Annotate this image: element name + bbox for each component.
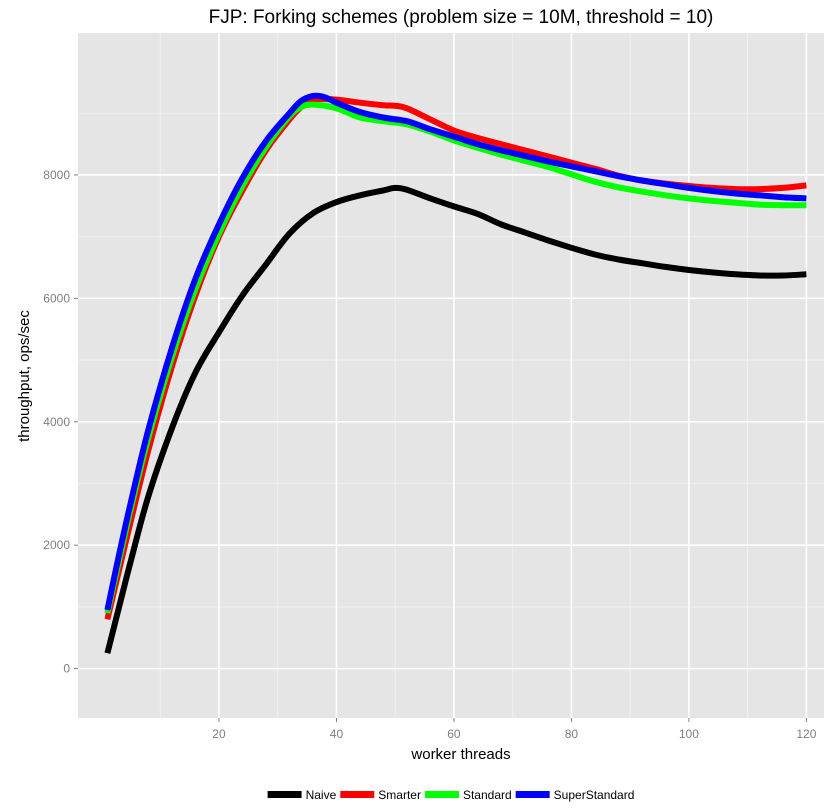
y-tick-label: 0 xyxy=(63,662,70,676)
y-tick-label: 8000 xyxy=(43,168,70,182)
x-tick-label: 40 xyxy=(330,727,344,741)
legend-swatch-standard xyxy=(424,791,459,798)
x-tick-label: 80 xyxy=(565,727,579,741)
x-axis-title: worker threads xyxy=(410,746,510,763)
legend-label-standard: Standard xyxy=(463,788,512,802)
y-axis-title: throughput, ops/sec xyxy=(16,310,33,442)
series-line-superstandard xyxy=(104,92,807,611)
legend-label-smarter: Smarter xyxy=(378,788,421,802)
series-layer xyxy=(104,92,807,654)
x-tick-label: 60 xyxy=(447,727,461,741)
legend-swatch-naive xyxy=(267,791,302,798)
y-tick-label: 4000 xyxy=(43,415,70,429)
y-tick-label: 6000 xyxy=(43,291,70,305)
legend-swatch-superstandard xyxy=(515,791,550,798)
plot-panel xyxy=(78,33,824,718)
y-tick-label: 2000 xyxy=(43,538,70,552)
legend-label-superstandard: SuperStandard xyxy=(554,788,635,802)
x-tick-label: 120 xyxy=(796,727,816,741)
x-tick-label: 20 xyxy=(212,727,226,741)
legend-label-naive: Naive xyxy=(306,788,337,802)
series-line-naive xyxy=(104,184,807,654)
axes-layer: 20 40 60 80 100 120 0 2000 4000 6000 8000 xyxy=(43,168,816,741)
legend: Naive Smarter Standard SuperStandard xyxy=(267,788,635,802)
legend-swatch-smarter xyxy=(340,791,375,798)
chart-title: FJP: Forking schemes (problem size = 10M… xyxy=(209,7,714,28)
x-tick-label: 100 xyxy=(679,727,699,741)
